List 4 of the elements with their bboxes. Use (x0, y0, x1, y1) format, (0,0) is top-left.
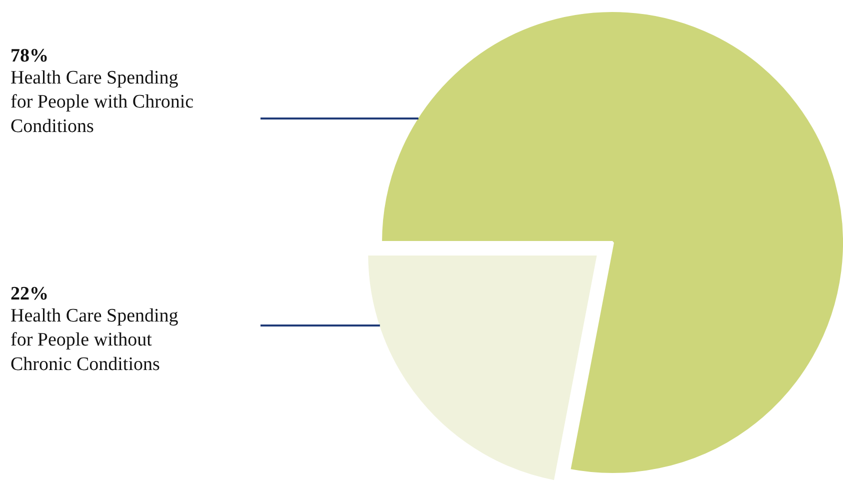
data-label: 22% (10, 284, 48, 304)
data-label: 78% (10, 46, 48, 66)
slice-label: Health Care Spending for People without Chronic Conditions (10, 306, 179, 375)
slice-label: Health Care Spending for People with Chronic Conditions (10, 68, 194, 137)
